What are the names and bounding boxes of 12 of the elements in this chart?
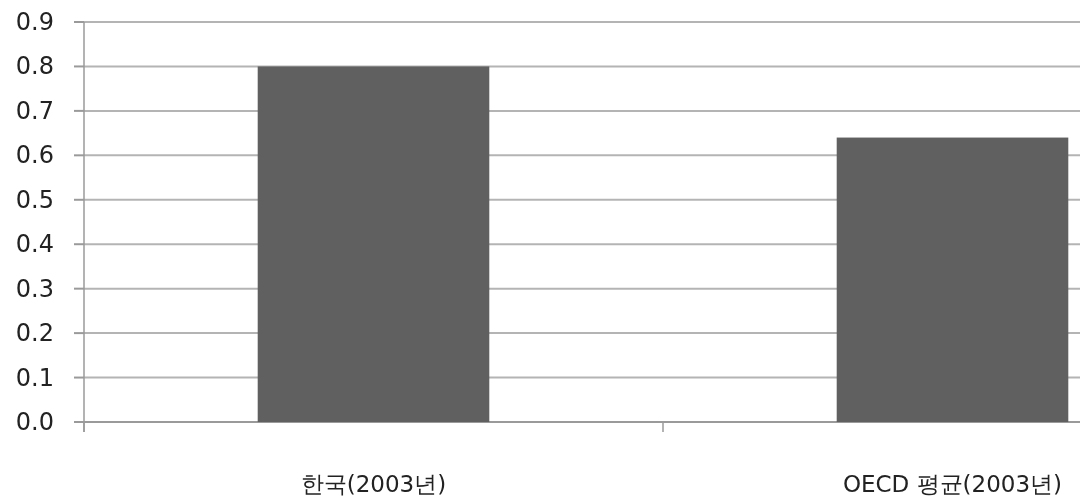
y-tick-label: 0.9: [15, 8, 54, 36]
y-tick-label: 0.1: [15, 363, 54, 392]
x-tick-label: OECD 평균(2003년): [842, 471, 1063, 497]
y-tick-label: 0.2: [15, 319, 54, 348]
x-tick-label: 한국(2003년): [300, 471, 447, 497]
y-tick-label: 0.5: [15, 185, 54, 214]
y-tick-label: 0.6: [15, 141, 54, 170]
y-tick-label: 0.7: [15, 96, 54, 125]
y-tick-label: 0.0: [15, 408, 54, 436]
y-tick-label: 0.4: [15, 230, 54, 259]
y-tick-label: 0.3: [15, 274, 54, 303]
y-tick-label: 0.8: [15, 52, 54, 81]
